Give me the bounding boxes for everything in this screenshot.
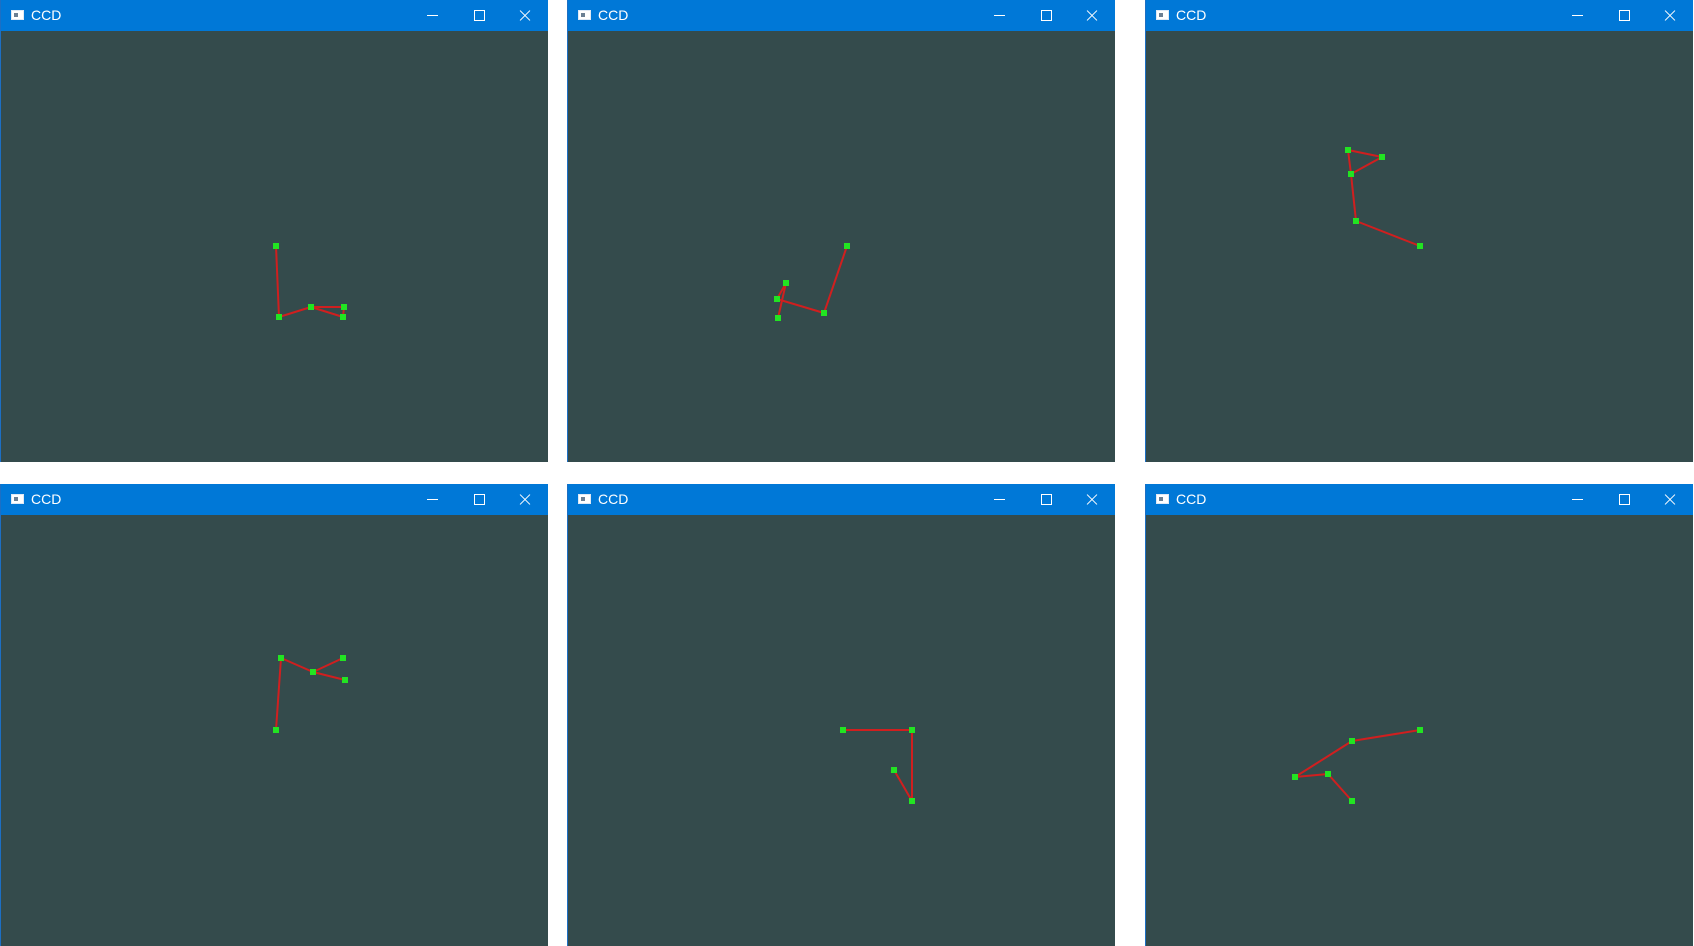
joint-point[interactable] (1353, 218, 1359, 224)
ccd-window-5[interactable]: CCD (567, 484, 1115, 946)
ccd-canvas[interactable] (568, 515, 1115, 946)
window-title: CCD (1176, 491, 1207, 507)
ccd-window-4[interactable]: CCD (0, 484, 548, 946)
title-bar[interactable]: CCD (1, 0, 548, 31)
window-title: CCD (31, 491, 62, 507)
chain-segment (1294, 740, 1353, 778)
window-title: CCD (1176, 7, 1207, 23)
title-bar[interactable]: CCD (568, 0, 1115, 31)
maximize-icon[interactable] (456, 484, 502, 515)
joint-point[interactable] (308, 304, 314, 310)
joint-point[interactable] (909, 727, 915, 733)
joint-point[interactable] (1348, 171, 1354, 177)
chain-segment (1294, 773, 1329, 778)
app-window-icon (1156, 494, 1169, 504)
minimize-icon[interactable] (977, 0, 1023, 31)
joint-point[interactable] (1349, 798, 1355, 804)
close-icon[interactable] (1647, 0, 1693, 31)
joint-point[interactable] (1292, 774, 1298, 780)
window-title: CCD (598, 491, 629, 507)
title-bar[interactable]: CCD (1146, 0, 1693, 31)
minimize-icon[interactable] (1555, 0, 1601, 31)
joint-point[interactable] (1379, 154, 1385, 160)
chain-segment (310, 306, 344, 318)
ccd-canvas[interactable] (1146, 515, 1693, 946)
chain-segment (275, 245, 280, 318)
joint-point[interactable] (1325, 771, 1331, 777)
joint-point[interactable] (1417, 727, 1423, 733)
joint-point[interactable] (821, 310, 827, 316)
joint-point[interactable] (273, 243, 279, 249)
maximize-icon[interactable] (1601, 484, 1647, 515)
title-bar[interactable]: CCD (568, 484, 1115, 515)
close-icon[interactable] (502, 0, 548, 31)
joint-point[interactable] (1349, 738, 1355, 744)
joint-point[interactable] (342, 677, 348, 683)
joint-point[interactable] (774, 296, 780, 302)
joint-point[interactable] (273, 727, 279, 733)
chain-segment (823, 245, 848, 314)
ccd-window-3[interactable]: CCD (1145, 0, 1693, 462)
joint-point[interactable] (1345, 147, 1351, 153)
chain-segment (776, 298, 825, 314)
ccd-canvas[interactable] (1, 31, 548, 462)
minimize-icon[interactable] (977, 484, 1023, 515)
chain-segment (278, 306, 312, 318)
ccd-canvas[interactable] (568, 31, 1115, 462)
joint-point[interactable] (909, 798, 915, 804)
app-window-icon (1156, 10, 1169, 20)
maximize-icon[interactable] (1023, 0, 1069, 31)
joint-point[interactable] (844, 243, 850, 249)
window-title: CCD (31, 7, 62, 23)
chain-segment (1327, 773, 1353, 802)
chain-segment (1350, 173, 1357, 222)
minimize-icon[interactable] (1555, 484, 1601, 515)
maximize-icon[interactable] (1023, 484, 1069, 515)
chain-segment (1355, 220, 1421, 247)
app-window-icon (11, 494, 24, 504)
close-icon[interactable] (1647, 484, 1693, 515)
window-title: CCD (598, 7, 629, 23)
minimize-icon[interactable] (410, 484, 456, 515)
app-window-icon (578, 494, 591, 504)
joint-point[interactable] (783, 280, 789, 286)
joint-point[interactable] (278, 655, 284, 661)
joint-point[interactable] (310, 669, 316, 675)
chain-segment (280, 657, 314, 673)
chain-segment (275, 657, 282, 731)
joint-point[interactable] (340, 655, 346, 661)
minimize-icon[interactable] (410, 0, 456, 31)
ccd-canvas[interactable] (1146, 31, 1693, 462)
chain-segment (1347, 149, 1383, 158)
chain-segment (1350, 156, 1383, 175)
chain-segment (312, 671, 346, 681)
joint-point[interactable] (340, 314, 346, 320)
joint-point[interactable] (1417, 243, 1423, 249)
joint-point[interactable] (775, 315, 781, 321)
chain-segment (1347, 149, 1352, 175)
chain-segment (1351, 729, 1421, 742)
ccd-canvas[interactable] (1, 515, 548, 946)
close-icon[interactable] (1069, 0, 1115, 31)
ccd-window-2[interactable]: CCD (567, 0, 1115, 462)
maximize-icon[interactable] (456, 0, 502, 31)
title-bar[interactable]: CCD (1146, 484, 1693, 515)
joint-point[interactable] (341, 304, 347, 310)
ccd-window-1[interactable]: CCD (0, 0, 548, 462)
app-window-icon (578, 10, 591, 20)
joint-point[interactable] (276, 314, 282, 320)
joint-point[interactable] (891, 767, 897, 773)
chain-segment (777, 282, 787, 319)
close-icon[interactable] (1069, 484, 1115, 515)
app-window-icon (11, 10, 24, 20)
joint-point[interactable] (840, 727, 846, 733)
chain-segment (893, 769, 913, 802)
close-icon[interactable] (502, 484, 548, 515)
maximize-icon[interactable] (1601, 0, 1647, 31)
chain-segment (312, 657, 344, 673)
canvas-background (568, 31, 1115, 462)
ccd-window-6[interactable]: CCD (1145, 484, 1693, 946)
title-bar[interactable]: CCD (1, 484, 548, 515)
